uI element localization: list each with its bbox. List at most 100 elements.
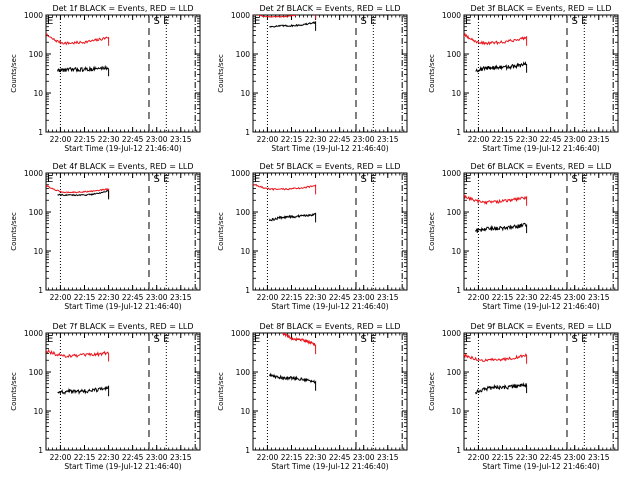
x-tick-label: 22:45 <box>540 135 562 144</box>
y-tick-label: 1000 <box>442 169 461 178</box>
series-line-lld <box>46 32 110 46</box>
left-edge-marker: E <box>47 174 53 185</box>
y-tick-label: 1000 <box>24 11 43 20</box>
y-tick-label: 1000 <box>24 329 43 338</box>
series-line-lld <box>464 194 528 206</box>
x-axis-label: Start Time (19-Jul-12 21:46:40) <box>64 462 181 471</box>
left-edge-marker: E <box>254 16 260 27</box>
panel-title: Det 6f BLACK = Events, RED = LLD <box>470 162 611 171</box>
y-tick-label: 10 <box>33 247 43 256</box>
series-line-events <box>475 60 528 73</box>
y-axis-label: Counts/sec <box>10 54 18 93</box>
end-marker: E <box>163 174 169 185</box>
plot-frame <box>45 172 201 291</box>
end-marker: E <box>581 174 587 185</box>
x-tick-label: 22:45 <box>540 453 562 462</box>
x-tick-label: 22:30 <box>98 293 120 302</box>
panel-title: Det 9f BLACK = Events, RED = LLD <box>470 322 611 331</box>
y-tick-label: 10 <box>240 407 250 416</box>
start-marker: S <box>154 16 160 27</box>
y-tick-label: 100 <box>447 368 462 377</box>
series-line-events <box>57 189 110 200</box>
x-tick-label: 23:00 <box>353 453 375 462</box>
y-axis-label: Counts/sec <box>217 212 225 251</box>
y-tick-label: 100 <box>447 50 462 59</box>
start-marker: S <box>154 334 160 345</box>
panel-det3: Det 3f BLACK = Events, RED = LLD 1 10 100 10… <box>428 4 619 153</box>
x-tick-label: 22:00 <box>257 293 279 302</box>
panel-det4: Det 4f BLACK = Events, RED = LLD 1 10 100 10… <box>10 162 201 311</box>
start-marker: S <box>361 334 367 345</box>
y-tick-label: 100 <box>236 208 251 217</box>
left-edge-marker: E <box>465 16 471 27</box>
x-tick-label: 22:15 <box>492 453 514 462</box>
series-line-lld <box>282 333 317 355</box>
x-tick-label: 22:00 <box>50 135 72 144</box>
x-tick-label: 23:00 <box>564 293 586 302</box>
series-line-events <box>268 212 317 223</box>
y-tick-label: 10 <box>33 89 43 98</box>
y-tick-label: 1000 <box>442 329 461 338</box>
series-line-lld <box>46 348 110 362</box>
x-tick-label: 23:00 <box>353 293 375 302</box>
x-tick-label: 23:00 <box>146 293 168 302</box>
series-line-events <box>57 64 110 77</box>
x-axis-label: Start Time (19-Jul-12 21:46:40) <box>64 302 181 311</box>
y-tick-label: 1000 <box>231 169 250 178</box>
x-tick-label: 22:15 <box>281 453 303 462</box>
y-axis-label: Counts/sec <box>10 212 18 251</box>
y-axis-label: Counts/sec <box>10 372 18 411</box>
y-tick-label: 1 <box>245 128 250 137</box>
y-tick-label: 1 <box>456 286 461 295</box>
x-tick-label: 22:00 <box>50 453 72 462</box>
left-edge-marker: E <box>254 334 260 345</box>
x-tick-label: 23:00 <box>353 135 375 144</box>
series-line-events <box>475 381 528 395</box>
y-tick-label: 100 <box>29 50 44 59</box>
x-tick-label: 22:30 <box>305 135 327 144</box>
x-tick-label: 22:45 <box>540 293 562 302</box>
plot-frame <box>463 332 619 451</box>
x-tick-label: 22:45 <box>329 293 351 302</box>
y-tick-label: 1 <box>38 446 43 455</box>
x-tick-label: 22:45 <box>122 135 144 144</box>
y-tick-label: 1000 <box>24 169 43 178</box>
y-tick-label: 100 <box>29 368 44 377</box>
x-tick-label: 22:30 <box>305 293 327 302</box>
plot-frame <box>463 14 619 133</box>
x-axis-label: Start Time (19-Jul-12 21:46:40) <box>482 144 599 153</box>
series-line-lld <box>46 184 110 198</box>
y-axis-label: Counts/sec <box>217 54 225 93</box>
x-tick-label: 23:15 <box>588 135 610 144</box>
series-line-lld <box>464 352 528 364</box>
start-marker: S <box>572 16 578 27</box>
end-marker: E <box>581 334 587 345</box>
y-axis-label: Counts/sec <box>217 372 225 411</box>
panel-title: Det 4f BLACK = Events, RED = LLD <box>52 162 193 171</box>
y-axis-label: Counts/sec <box>428 54 436 93</box>
series-line-events <box>475 222 528 234</box>
plot-frame <box>252 172 408 291</box>
y-tick-label: 1000 <box>231 329 250 338</box>
y-tick-label: 10 <box>240 247 250 256</box>
x-axis-label: Start Time (19-Jul-12 21:46:40) <box>482 302 599 311</box>
plot-frame <box>463 172 619 291</box>
y-tick-label: 1 <box>245 446 250 455</box>
panel-title: Det 5f BLACK = Events, RED = LLD <box>259 162 400 171</box>
y-tick-label: 1 <box>456 128 461 137</box>
x-tick-label: 23:00 <box>564 453 586 462</box>
y-axis-label: Counts/sec <box>428 372 436 411</box>
x-tick-label: 22:30 <box>305 453 327 462</box>
start-marker: S <box>572 174 578 185</box>
x-tick-label: 22:30 <box>516 453 538 462</box>
x-tick-label: 23:15 <box>377 453 399 462</box>
start-marker: S <box>361 174 367 185</box>
left-edge-marker: E <box>47 334 53 345</box>
y-tick-label: 1000 <box>442 11 461 20</box>
end-marker: E <box>163 334 169 345</box>
left-edge-marker: E <box>465 174 471 185</box>
end-marker: E <box>163 16 169 27</box>
series-line-events <box>268 372 317 391</box>
x-tick-label: 22:15 <box>74 293 96 302</box>
